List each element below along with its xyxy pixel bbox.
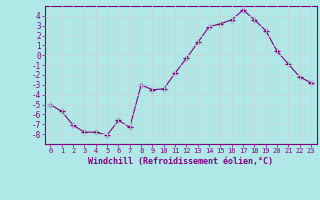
- X-axis label: Windchill (Refroidissement éolien,°C): Windchill (Refroidissement éolien,°C): [88, 157, 273, 166]
